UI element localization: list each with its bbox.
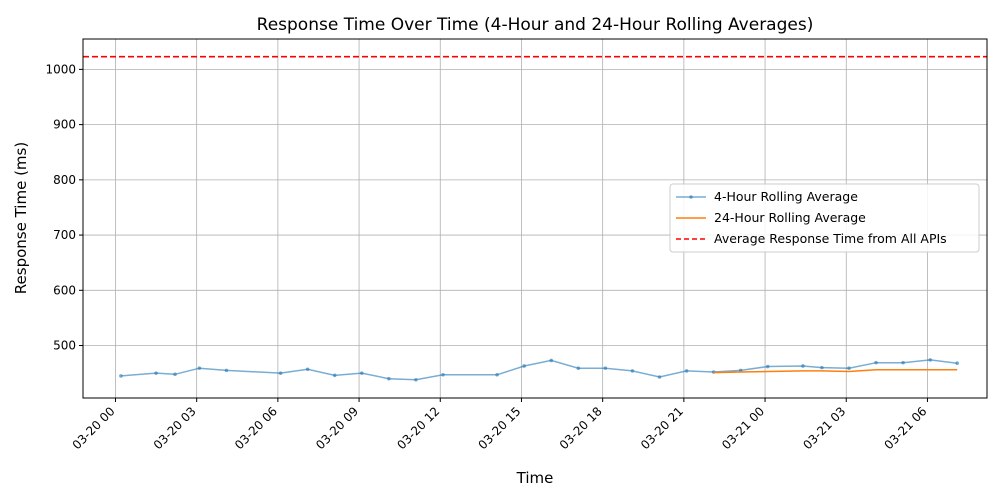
- series-point-4h: [332, 373, 337, 378]
- series-point-4h: [441, 373, 445, 377]
- series-layer: [83, 55, 987, 382]
- x-axis-label: Time: [516, 469, 554, 487]
- series-point-4h: [603, 366, 608, 370]
- x-tick-label: 03-20 12: [394, 404, 442, 452]
- series-point-4h: [173, 372, 177, 377]
- y-tick-label: 600: [53, 283, 76, 297]
- x-tick-label: 03-20 03: [151, 404, 199, 452]
- tick-layer: 03-20 00 03-20 03 03-20 06 03-20 09 03-20 12…: [45, 62, 929, 452]
- x-tick-label: 03-21 06: [882, 404, 930, 452]
- legend-box: [669, 183, 980, 253]
- series-point-4h: [765, 364, 770, 369]
- series-point-4h: [387, 376, 391, 381]
- series-line-24h: [713, 369, 958, 374]
- legend-marker-4h: [689, 195, 693, 199]
- series-point-4h: [549, 358, 554, 363]
- series-point-4h: [359, 371, 364, 375]
- series-point-4h: [414, 377, 418, 382]
- legend-label-24h: 24-Hour Rolling Average: [714, 210, 866, 225]
- series-point-4h: [820, 365, 824, 370]
- y-tick-label: 900: [53, 118, 76, 132]
- series-point-4h: [901, 360, 905, 365]
- series-point-4h: [657, 375, 662, 379]
- x-tick-label: 03-20 21: [638, 404, 686, 452]
- y-tick-label: 500: [53, 339, 76, 353]
- series-point-4h: [576, 366, 581, 370]
- y-tick-label: 1000: [45, 62, 76, 76]
- series-point-4h: [847, 366, 851, 370]
- x-tick-label: 03-21 00: [719, 404, 767, 452]
- x-tick-label: 03-20 09: [313, 404, 361, 452]
- series-point-4h: [874, 360, 878, 365]
- series-line-4h: [120, 359, 958, 381]
- y-tick-label: 700: [53, 228, 76, 242]
- series-point-4h: [684, 369, 689, 373]
- legend-label-4h: 4-Hour Rolling Average: [714, 189, 858, 204]
- y-axis-label: Response Time (ms): [12, 142, 30, 294]
- series-point-4h: [801, 364, 805, 368]
- series-point-4h: [928, 358, 932, 362]
- series-point-4h: [119, 374, 123, 378]
- series-point-4h: [278, 371, 283, 375]
- series-point-4h: [154, 371, 158, 375]
- series-point-4h: [197, 366, 202, 370]
- x-tick-label: 03-20 15: [476, 404, 524, 452]
- series-point-4h: [522, 364, 526, 368]
- legend: 4-Hour Rolling Average 24-Hour Rolling A…: [669, 183, 980, 253]
- y-tick-label: 800: [53, 173, 76, 187]
- series-point-4h: [955, 361, 960, 366]
- x-tick-label: 03-20 18: [557, 404, 605, 452]
- series-point-4h: [630, 369, 635, 373]
- plot-frame: [82, 38, 988, 399]
- series-point-4h: [224, 368, 229, 373]
- x-tick-label: 03-20 00: [70, 404, 118, 452]
- x-tick-label: 03-20 06: [232, 404, 280, 452]
- series-point-4h: [305, 367, 310, 372]
- x-tick-label: 03-21 03: [800, 404, 848, 452]
- chart-title: Response Time Over Time (4-Hour and 24-H…: [257, 15, 814, 35]
- legend-label-reference: Average Response Time from All APIs: [714, 231, 947, 246]
- series-point-4h: [495, 373, 499, 377]
